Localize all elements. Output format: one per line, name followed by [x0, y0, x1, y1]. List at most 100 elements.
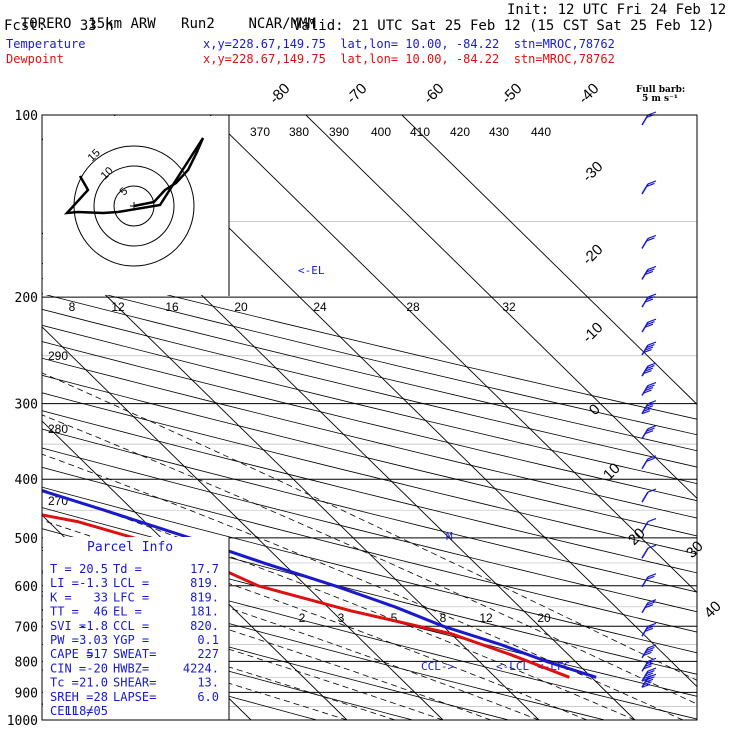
dry-adiabat-line: [42, 293, 697, 452]
barb-key-value: 5 m s⁻¹: [642, 94, 678, 104]
parcel-info-cell: LI =: [50, 576, 79, 590]
mixing-ratio-label: 8: [69, 300, 76, 314]
wind-barb-flag: [646, 182, 655, 187]
hodograph-ring: [93, 165, 175, 247]
parcel-info-cell: -1.8: [79, 619, 108, 633]
parcel-info-cell: CELL =: [50, 704, 93, 718]
org-label: NCAR/MMM: [248, 16, 316, 32]
wind-barb-flag: [646, 646, 655, 651]
moist-adiabat-line: [42, 453, 684, 720]
parcel-info-cell: K =: [50, 590, 72, 604]
wind-barb-flag: [646, 364, 655, 370]
model-title: TORERO 15km ARW Run2 NCAR/MMM: [4, 3, 316, 31]
parcel-info-cell: LCL =: [113, 576, 149, 590]
parcel-info-cell: PW =: [50, 633, 79, 647]
parcel-info-cell: -1.3: [79, 576, 108, 590]
moist-adiabat-line: [42, 519, 588, 720]
isotherm-tick-label: 20: [625, 525, 649, 549]
wind-barb-flag: [647, 673, 657, 678]
fcst-label: Fcst:: [4, 18, 47, 34]
moist-adiabat-line: [42, 414, 697, 705]
isotherm-line: [42, 326, 444, 720]
wind-barb-flag: [644, 298, 654, 303]
parcel-info-background: [43, 537, 229, 720]
mixing-ratio-label: 2: [299, 611, 306, 625]
parcel-info-cell: 17.7: [190, 562, 219, 576]
moist-adiabat-line: [42, 609, 396, 720]
pressure-tick-label: 600: [15, 580, 38, 595]
level-annotation: M: [446, 530, 453, 543]
pressure-tick-label: 200: [15, 291, 38, 306]
wind-barb-flag: [646, 660, 655, 665]
mixing-ratio-label: 32: [502, 300, 516, 314]
wind-barb: [641, 547, 649, 559]
temp-stn: stn=MROC,78762: [513, 37, 615, 51]
parcel-info-cell: 227: [197, 647, 219, 661]
wind-barb-flag: [647, 644, 657, 649]
isotherm-tick-label: -40: [575, 80, 602, 107]
wind-barb-flag: [647, 293, 657, 298]
wind-barb-flag: [646, 321, 655, 326]
wind-barb-flag: [646, 296, 655, 301]
dry-adiabat-line: [42, 324, 697, 485]
wind-barb-flag: [646, 676, 655, 681]
wind-barb-flag: [644, 662, 654, 667]
wind-barb-flag: [647, 657, 657, 662]
wind-barb-flag: [647, 599, 657, 604]
wind-barb-flag: [646, 237, 655, 242]
parcel-info-cell: CAPE =: [50, 647, 93, 661]
pressure-tick-label: 400: [15, 473, 38, 488]
wind-barb: [641, 491, 649, 503]
wind-barb-flag: [641, 683, 651, 688]
mixing-ratio-label: 5: [391, 611, 398, 625]
parcel-info-cell: LFC =: [113, 590, 149, 604]
wind-barb: [641, 576, 649, 588]
level-annotation: CCL->: [421, 660, 454, 673]
run-label: Run2: [181, 16, 215, 32]
wind-barb-flag: [647, 573, 657, 578]
wind-barb-flag: [647, 425, 657, 430]
isotherm-line: [401, 115, 697, 405]
theta-tick-label: 400: [371, 125, 391, 139]
wind-barb-flag: [644, 649, 654, 654]
dry-adiabat-line: [42, 595, 509, 720]
mixing-ratio-label: 20: [537, 611, 551, 625]
parcel-info-cell: Td =: [113, 562, 142, 576]
isotherm-tick-label: -70: [343, 80, 370, 107]
pressure-tick-label: 300: [15, 398, 38, 413]
isotherm-tick-label: 40: [701, 598, 725, 622]
dry-adiabat-line: [42, 410, 697, 574]
wind-barb-flag: [646, 575, 655, 580]
moist-adiabat-line: [42, 372, 697, 681]
plot-frame: [41, 114, 698, 721]
pressure-tick-label: 100: [15, 109, 38, 124]
wind-barbs: [641, 111, 657, 688]
dry-adiabat-line: [42, 341, 697, 502]
pressure-tick-label: 700: [15, 620, 38, 635]
mixing-ratio-label: 20: [234, 300, 248, 314]
isotherm-tick-label: -50: [498, 80, 525, 107]
isotherm-tick-label: 30: [683, 538, 707, 562]
dry-adiabat-line: [42, 619, 413, 720]
wind-barb-flag: [647, 362, 657, 367]
isotherm-tick-label: -10: [579, 319, 606, 346]
pressure-tick-label: 1000: [7, 714, 38, 729]
parcel-info-title: Parcel Info: [87, 540, 173, 555]
wind-barb-flag: [646, 427, 655, 432]
wind-barb-flag: [644, 270, 654, 276]
wind-barb-flag: [647, 455, 657, 460]
wind-barb: [641, 238, 649, 249]
legend-dewpoint-info: x,y=228.67,149.75 lat,lon= 10.00, -84.22…: [203, 52, 615, 66]
wind-barb-flag: [647, 518, 657, 523]
parcel-info-cell: 819.: [190, 576, 219, 590]
parcel-info-cell: 13.: [197, 676, 219, 690]
wind-barb-flag: [643, 681, 652, 686]
wind-barb-flag: [646, 384, 655, 389]
wind-barb: [641, 114, 649, 126]
temp-latlon: lat,lon= 10.00, -84.22: [340, 37, 500, 51]
parcel-info-cell: SREH =: [50, 690, 93, 704]
isotherm-tick-label: -80: [266, 80, 293, 107]
dew-latlon: lat,lon= 10.00, -84.22: [340, 52, 500, 66]
mixing-ratio-label: 16: [165, 300, 179, 314]
